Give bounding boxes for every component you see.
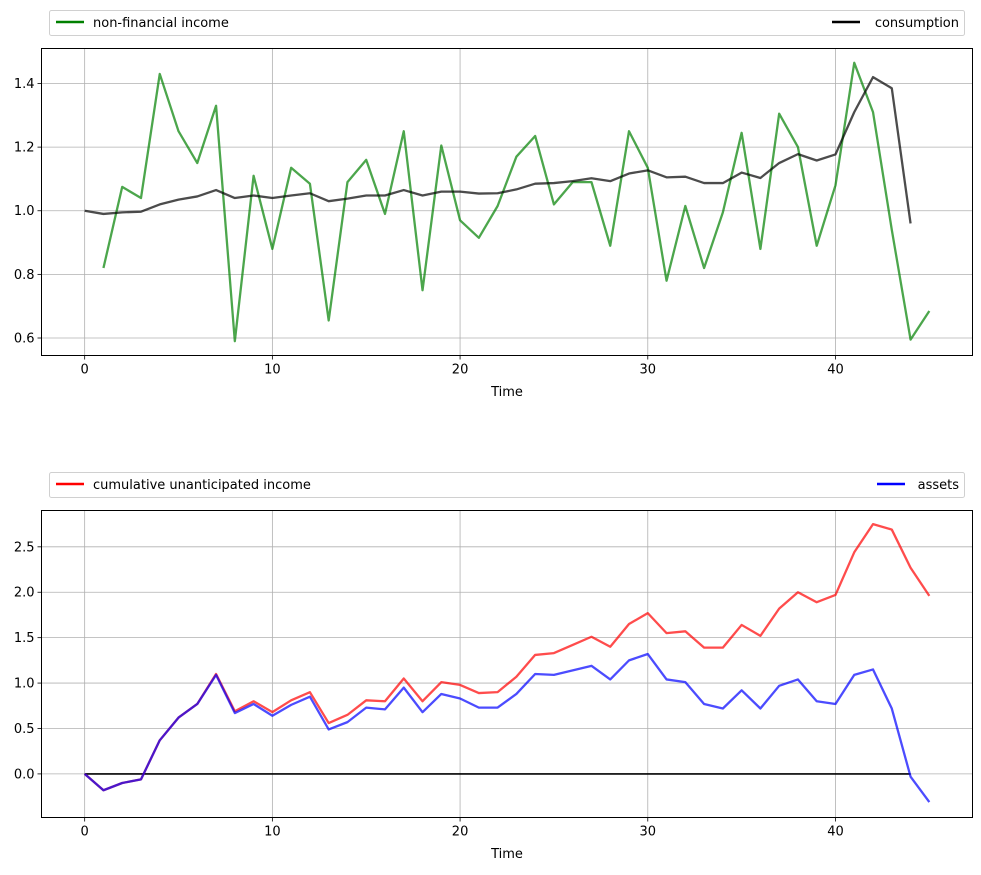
x-tick-label: 10 [264, 363, 281, 378]
legend-label-cumulative: cumulative unanticipated income [93, 478, 311, 493]
legend-frame [49, 10, 965, 36]
x-tick-label: 30 [640, 825, 657, 840]
chart-top: non-financial income consumption 0 10 20 30… [14, 10, 973, 400]
y-tick-label: 1.5 [14, 631, 35, 646]
x-tick-label: 40 [827, 825, 844, 840]
chart-bottom: cumulative unanticipated income assets 0… [14, 472, 973, 862]
y-tick-label: 1.2 [14, 141, 35, 156]
legend-bottom: cumulative unanticipated income assets [49, 472, 965, 498]
y-tick-label: 1.0 [14, 204, 35, 219]
y-tick-label: 0.0 [14, 767, 35, 782]
ticks-bottom: 0 10 20 30 40 0.0 0.5 1.0 1.5 2.0 2.5 [14, 540, 844, 839]
series-top [84, 61, 931, 343]
y-tick-label: 1.4 [14, 77, 35, 92]
legend-label-assets: assets [918, 478, 960, 493]
grid-bottom [41, 510, 973, 818]
x-tick-label: 30 [640, 363, 657, 378]
series-line-consumption [84, 75, 912, 224]
y-tick-label: 0.8 [14, 268, 35, 283]
x-tick-label: 0 [81, 363, 89, 378]
y-tick-label: 2.5 [14, 540, 35, 555]
y-tick-label: 2.0 [14, 586, 35, 601]
legend-frame [49, 472, 965, 498]
x-tick-label: 20 [452, 825, 469, 840]
x-tick-label: 40 [827, 363, 844, 378]
x-axis-label-bottom: Time [490, 847, 523, 862]
series-line-non-financial-income [102, 61, 931, 343]
y-tick-label: 1.0 [14, 677, 35, 692]
x-tick-label: 10 [264, 825, 281, 840]
series-line-assets [83, 652, 931, 803]
plot-frame-bottom [41, 510, 973, 818]
legend-label-income: non-financial income [93, 16, 229, 31]
legend-top: non-financial income consumption [49, 10, 965, 36]
ticks-top: 0 10 20 30 40 0.6 0.8 1.0 1.2 1.4 [14, 77, 844, 378]
x-tick-label: 20 [452, 363, 469, 378]
x-axis-label-top: Time [490, 385, 523, 400]
x-tick-label: 0 [81, 825, 89, 840]
y-tick-label: 0.6 [14, 332, 35, 347]
legend-label-consumption: consumption [875, 16, 959, 31]
grid-top [41, 48, 973, 356]
plot-frame-top [41, 48, 973, 356]
y-tick-label: 0.5 [14, 722, 35, 737]
series-bottom [83, 522, 931, 803]
